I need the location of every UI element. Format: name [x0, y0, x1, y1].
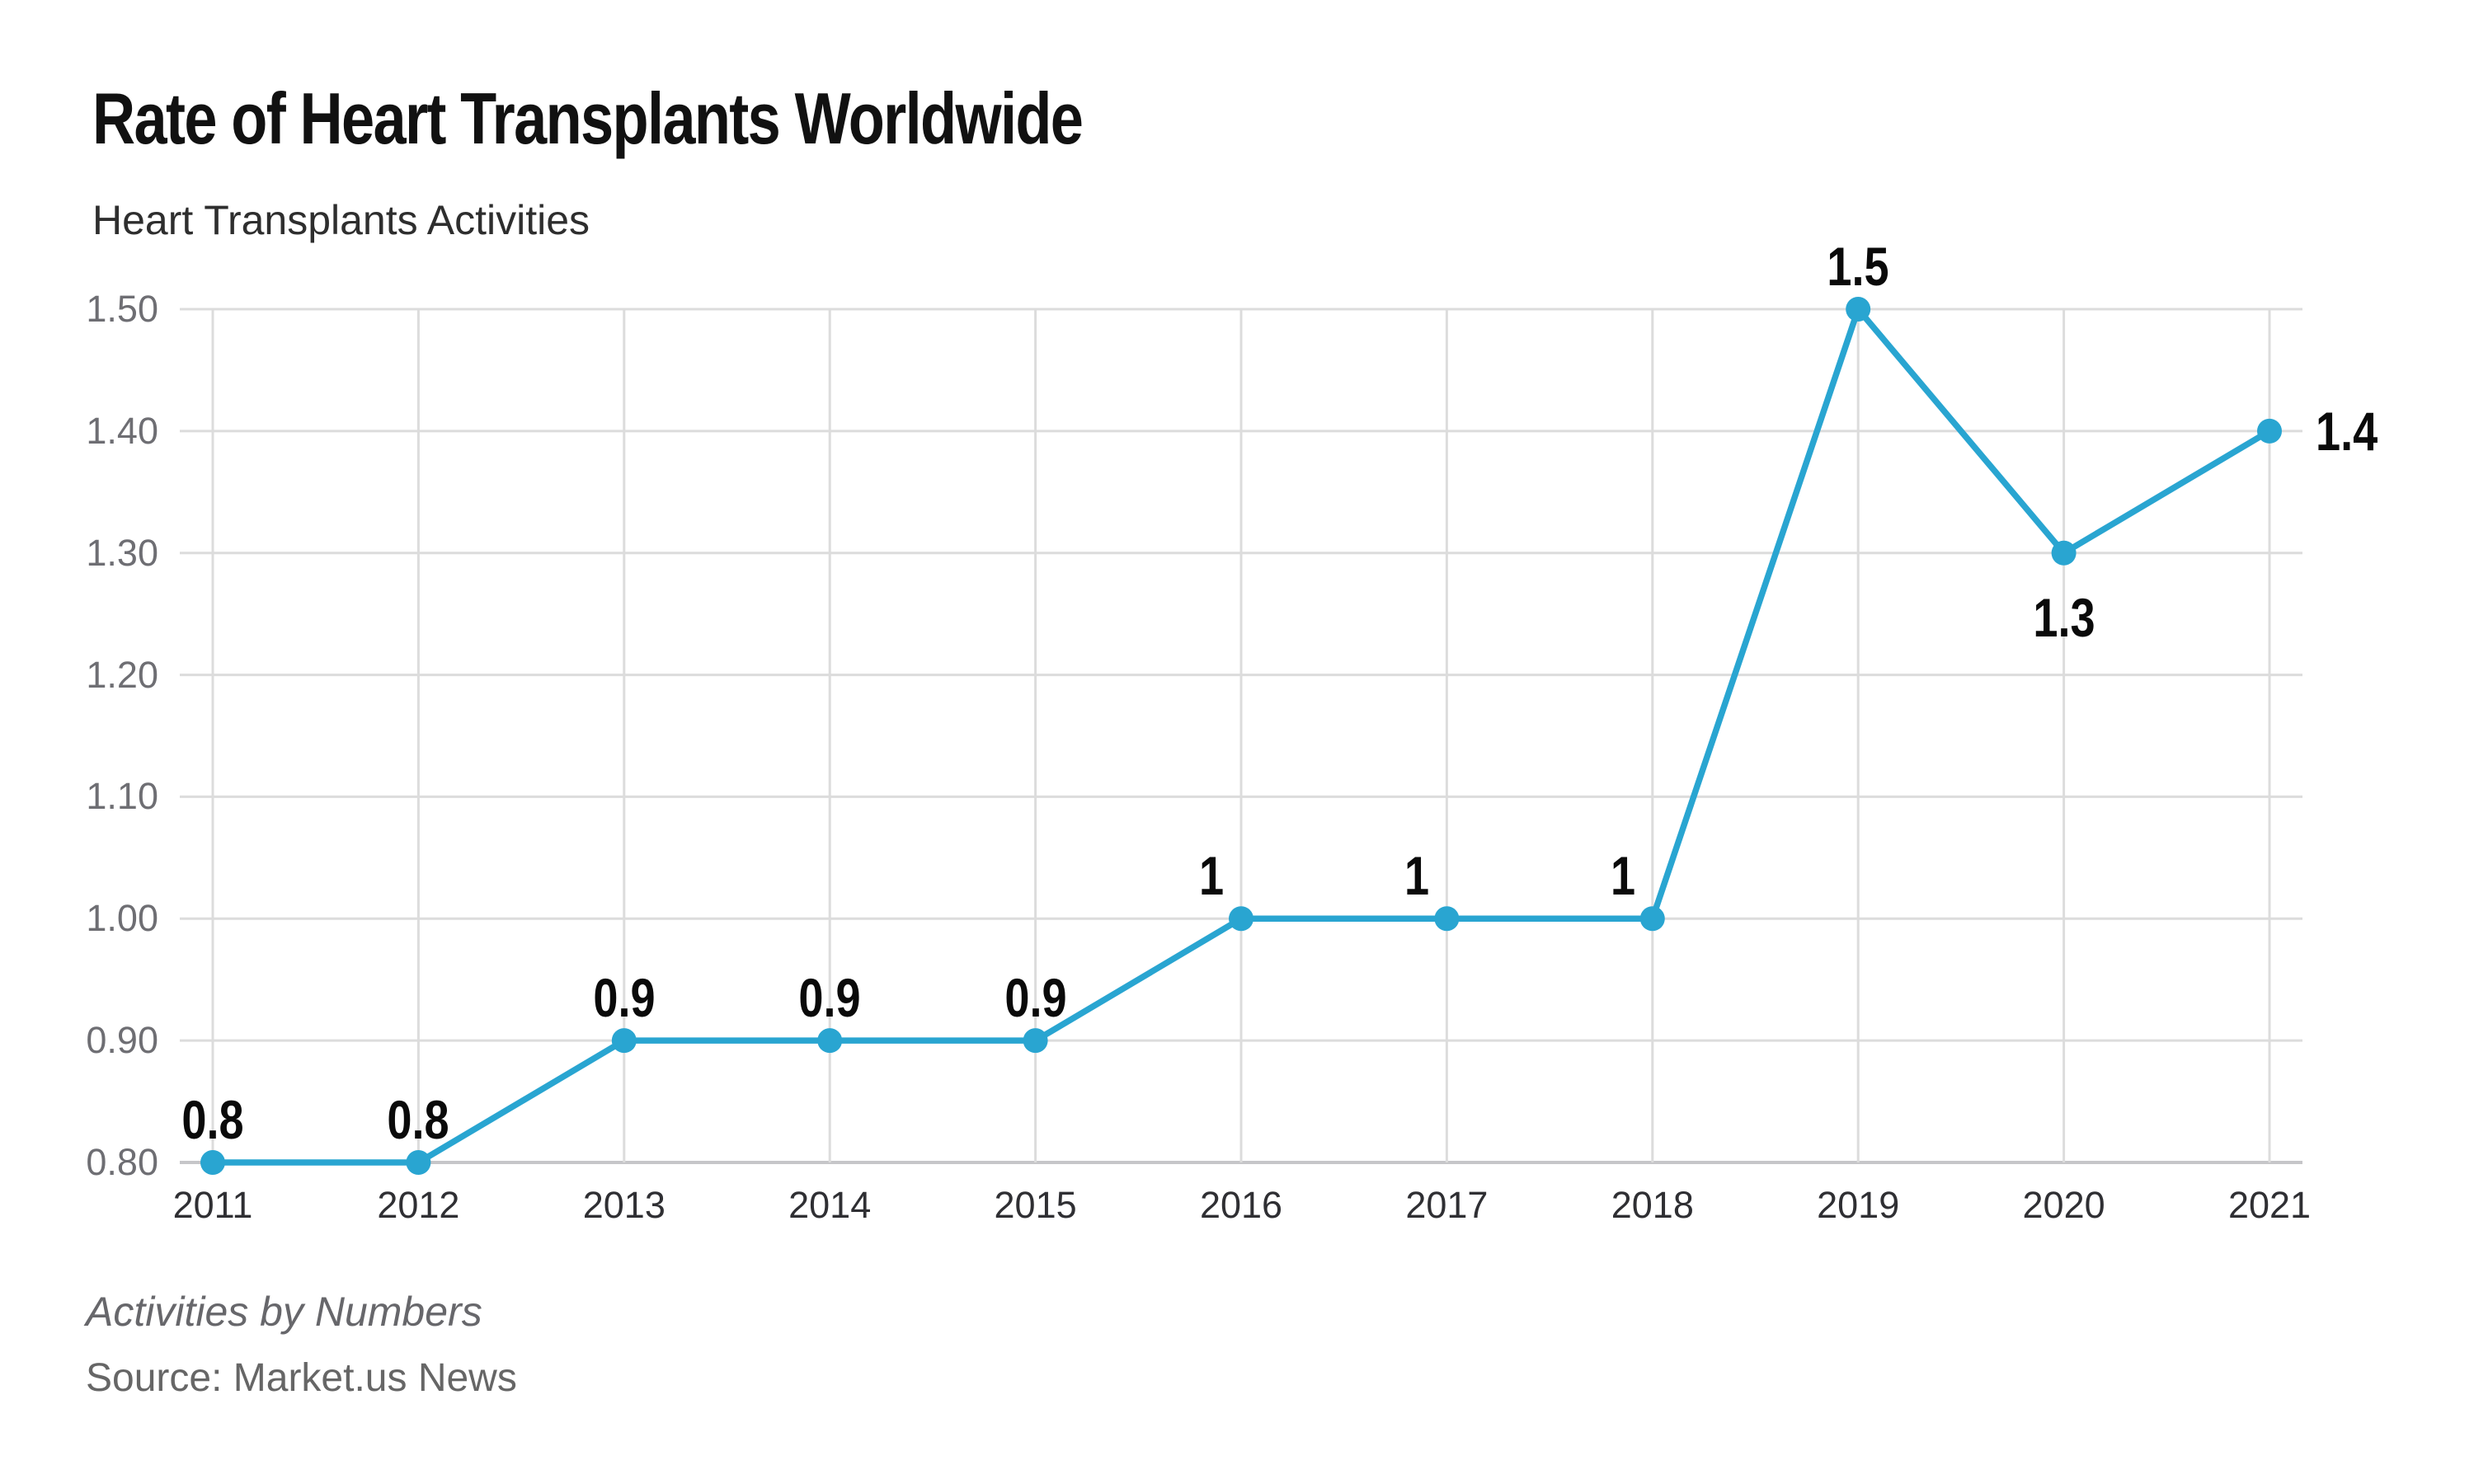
data-point-marker — [1846, 297, 1871, 322]
data-point-marker — [200, 1150, 225, 1175]
footer-note: Activities by Numbers — [86, 1289, 482, 1335]
data-point-marker — [1434, 906, 1460, 932]
footer-source: Source: Market.us News — [86, 1356, 517, 1400]
data-point-marker — [406, 1150, 431, 1175]
data-point-marker — [2257, 418, 2282, 444]
data-point-marker — [1639, 906, 1665, 932]
chart-subtitle: Heart Transplants Activities — [92, 197, 590, 243]
chart-title: Rate of Heart Transplants Worldwide — [92, 77, 1084, 159]
data-point-marker — [1023, 1028, 1048, 1054]
data-point-marker — [2051, 540, 2077, 566]
data-point-marker — [611, 1028, 637, 1054]
data-point-marker — [1229, 906, 1253, 932]
data-point-marker — [817, 1028, 843, 1054]
